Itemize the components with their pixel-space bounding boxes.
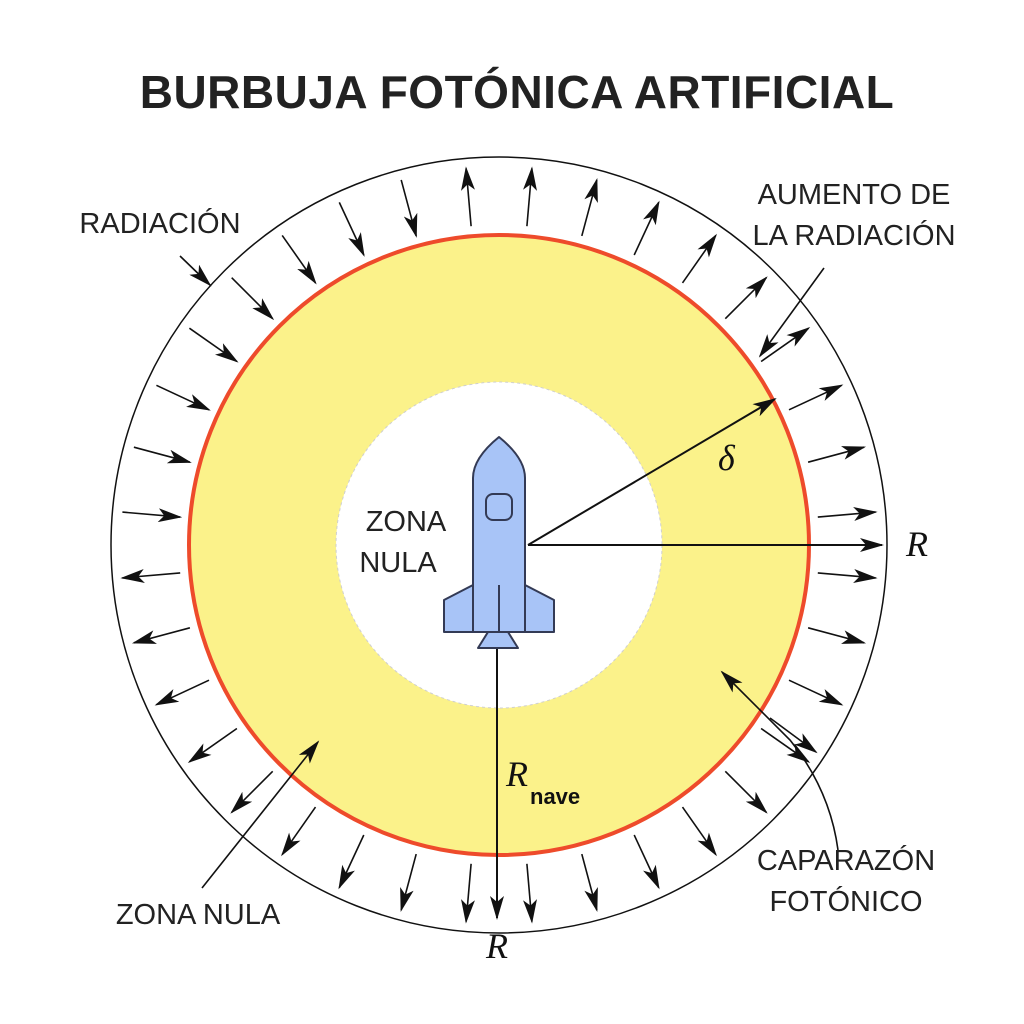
radiation-arrow: [281, 234, 317, 285]
radiation-arrow: [131, 627, 191, 644]
radiation-arrow: [724, 276, 768, 320]
radiation-arrow: [807, 627, 867, 644]
radiation-arrow: [760, 727, 811, 763]
radiacion-label: RADIACIÓN: [79, 207, 240, 240]
r-label-bottom: R: [485, 926, 508, 966]
radiation-arrow: [122, 508, 183, 523]
radiation-arrow: [188, 327, 239, 363]
radiation-arrow: [523, 166, 537, 227]
radiation-arrow: [338, 202, 365, 257]
radiacion-pointer: [179, 255, 212, 287]
radiation-arrow: [788, 679, 844, 706]
radiation-arrow: [633, 834, 660, 890]
zona-nula-pointer: [201, 740, 320, 889]
delta-label: δ: [718, 438, 736, 478]
rocket-body: [472, 436, 526, 633]
caparazon-pointer-2: [769, 717, 818, 754]
aumento-label-line2: LA RADIACIÓN: [752, 219, 955, 252]
caparazon-pointer: [720, 670, 839, 851]
radiation-arrow: [154, 679, 210, 706]
zona-nula-outer-label: ZONA NULA: [116, 899, 281, 931]
rocket-window: [485, 493, 513, 521]
radiation-arrow: [133, 446, 192, 464]
radiation-arrow: [681, 806, 717, 857]
radiation-arrow: [231, 277, 275, 321]
radiation-arrow: [681, 233, 717, 284]
radiation-arrow: [817, 569, 878, 583]
radiation-arrow: [724, 770, 768, 814]
radiation-arrow: [338, 834, 365, 890]
diagram-title: BURBUJA FOTÓNICA ARTIFICIAL: [140, 66, 895, 118]
r-label-right: R: [905, 524, 928, 564]
aumento-label-line1: AUMENTO DE: [758, 179, 951, 211]
outer-boundary-circle: [110, 156, 888, 934]
radiation-arrow: [281, 806, 317, 857]
radiation-arrow: [788, 384, 844, 411]
r-nave-subscript: nave: [530, 784, 580, 809]
radiation-arrow: [581, 853, 598, 913]
radiation-arrow: [230, 770, 274, 814]
radiation-arrow: [817, 507, 878, 521]
radiation-arrow: [400, 179, 418, 238]
radiation-arrow: [523, 863, 537, 924]
radiation-arrow: [461, 863, 475, 924]
caparazon-label-line1: CAPARAZÓN: [757, 844, 935, 877]
radiation-arrow: [187, 727, 238, 763]
r-nave-label: R: [505, 754, 528, 794]
radiation-arrow: [807, 446, 867, 463]
radiation-arrow: [581, 177, 598, 237]
radiation-arrow: [156, 384, 211, 411]
delta-arrow: [527, 397, 777, 546]
radiation-arrow: [461, 166, 475, 227]
zona-nula-inner-line1: ZONA: [366, 506, 447, 538]
radiation-arrow: [633, 200, 660, 256]
aumento-pointer: [758, 267, 825, 358]
radiation-arrow: [400, 853, 417, 913]
zona-nula-inner-line2: NULA: [359, 547, 437, 579]
radiation-arrow: [120, 569, 181, 583]
rocket-icon: [443, 436, 555, 649]
caparazon-label-line2: FOTÓNICO: [769, 885, 922, 918]
